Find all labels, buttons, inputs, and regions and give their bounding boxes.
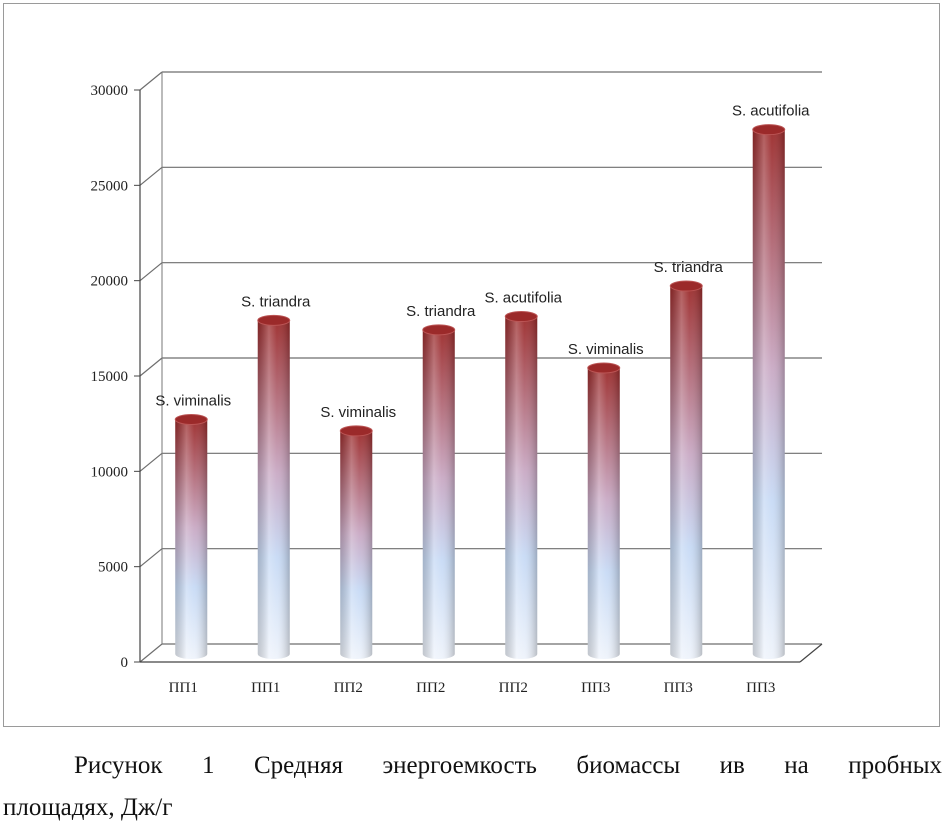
x-tick-label: ПП3 [581, 680, 610, 696]
bar [752, 124, 786, 659]
bar-chart: 0 5000 10000 15000 20000 25000 30000 S. vimina… [91, 71, 823, 696]
x-tick-label: ПП3 [746, 680, 775, 696]
gridline-depth [139, 166, 163, 186]
bar-cap [174, 413, 208, 425]
gridlines [139, 71, 822, 663]
bar-cap [257, 314, 291, 326]
data-label: S. viminalis [568, 341, 644, 358]
data-label: S. triandra [654, 259, 724, 276]
y-tick-label: 30000 [91, 83, 129, 99]
x-tick-label: ПП1 [251, 680, 280, 696]
bar-cap [422, 324, 456, 336]
bar-shading [422, 329, 455, 659]
data-labels: S. viminalis S. triandra S. viminalis S. tr… [155, 103, 810, 421]
x-tick-label: ПП1 [169, 680, 198, 696]
y-tick-label: 0 [121, 655, 129, 671]
bar-shading [752, 129, 785, 659]
bar [174, 413, 208, 659]
x-tick-label: ПП3 [664, 680, 693, 696]
data-label: S. acutifolia [732, 103, 810, 120]
x-tick-label: ПП2 [416, 680, 445, 696]
floor-edge [799, 643, 823, 663]
chart-frame [3, 3, 940, 727]
bar [339, 425, 373, 659]
bars [174, 124, 786, 659]
y-tick-labels: 0 5000 10000 15000 20000 25000 30000 [91, 83, 129, 671]
bar-cap [504, 311, 538, 323]
axes [134, 72, 823, 663]
data-label: S. triandra [406, 303, 476, 320]
bar-shading [670, 286, 703, 659]
bar [422, 324, 456, 659]
bar-cap [752, 124, 786, 136]
data-label: S. viminalis [320, 404, 396, 421]
y-tick-label: 5000 [98, 560, 128, 576]
bar-shading [340, 430, 373, 659]
gridline-depth [139, 71, 163, 91]
y-tick-label: 15000 [91, 369, 129, 385]
gridline-depth [139, 262, 163, 282]
bar-shading [505, 316, 538, 659]
bar-cap [587, 362, 621, 374]
y-tick-label: 10000 [91, 464, 129, 480]
gridline-depth [139, 548, 163, 568]
data-label: S. acutifolia [484, 290, 562, 307]
bar [257, 314, 291, 659]
gridline-depth [139, 452, 163, 472]
x-tick-labels: ПП1 ПП1 ПП2 ПП2 ПП2 ПП3 ПП3 ПП3 [169, 680, 776, 696]
figure-caption-line1: Рисунок 1 Средняя энергоемкость биомассы… [74, 752, 942, 779]
gridline-depth [139, 357, 163, 377]
bar-shading [257, 320, 290, 659]
bar-cap [339, 425, 373, 437]
data-label: S. triandra [241, 293, 311, 310]
bar [504, 311, 538, 659]
bar [669, 280, 703, 659]
x-tick-label: ПП2 [334, 680, 363, 696]
x-tick-label: ПП2 [499, 680, 528, 696]
bar [587, 362, 621, 659]
bar-cap [669, 280, 703, 292]
bar-shading [175, 419, 208, 659]
y-tick-label: 25000 [91, 178, 129, 194]
gridline-depth [139, 643, 163, 663]
y-tick-label: 20000 [91, 274, 129, 290]
bar-shading [587, 368, 620, 659]
data-label: S. viminalis [155, 392, 231, 409]
figure-caption-line2: площадях, Дж/г [3, 794, 173, 821]
